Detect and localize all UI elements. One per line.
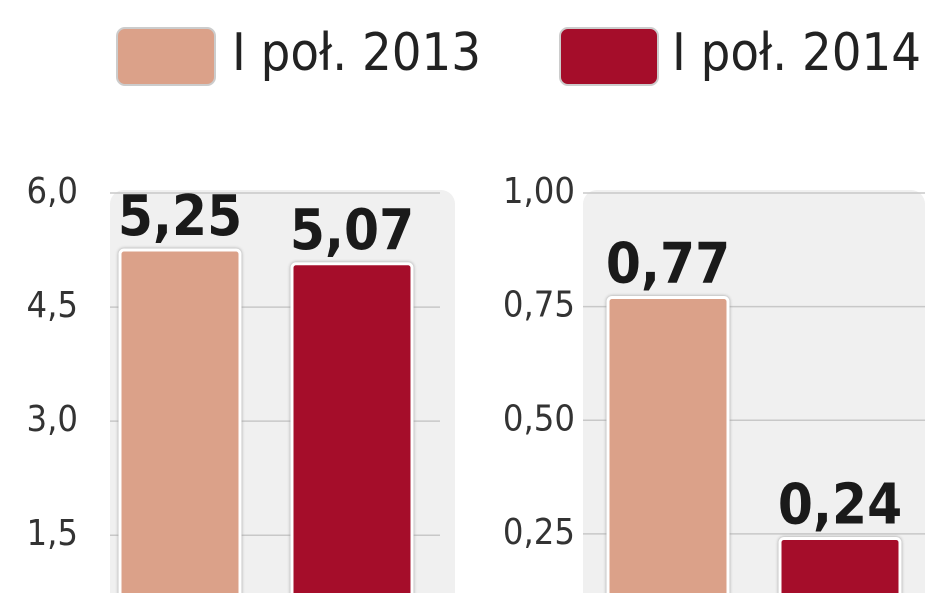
y-tick-label: 6,0 xyxy=(27,171,79,212)
bar xyxy=(118,248,242,593)
value-label: 0,24 xyxy=(778,473,902,538)
value-label: 0,77 xyxy=(606,232,730,297)
bar xyxy=(290,262,414,593)
y-tick-label: 0,75 xyxy=(503,285,575,326)
y-tick-label: 0,25 xyxy=(503,512,575,553)
y-tick-label: 0,50 xyxy=(503,398,575,439)
legend-label: I poł. 2014 xyxy=(672,23,921,83)
legend-swatch xyxy=(116,27,216,86)
y-tick-label: 1,5 xyxy=(27,513,79,554)
y-tick-label: 1,00 xyxy=(503,171,575,212)
value-label: 5,25 xyxy=(118,184,242,249)
value-label: 5,07 xyxy=(290,198,414,263)
legend-label: I poł. 2013 xyxy=(232,23,481,83)
bar xyxy=(606,296,730,593)
bar xyxy=(778,536,902,593)
y-tick-label: 4,5 xyxy=(27,285,79,326)
y-tick-label: 3,0 xyxy=(27,399,79,440)
legend-swatch xyxy=(559,27,659,86)
